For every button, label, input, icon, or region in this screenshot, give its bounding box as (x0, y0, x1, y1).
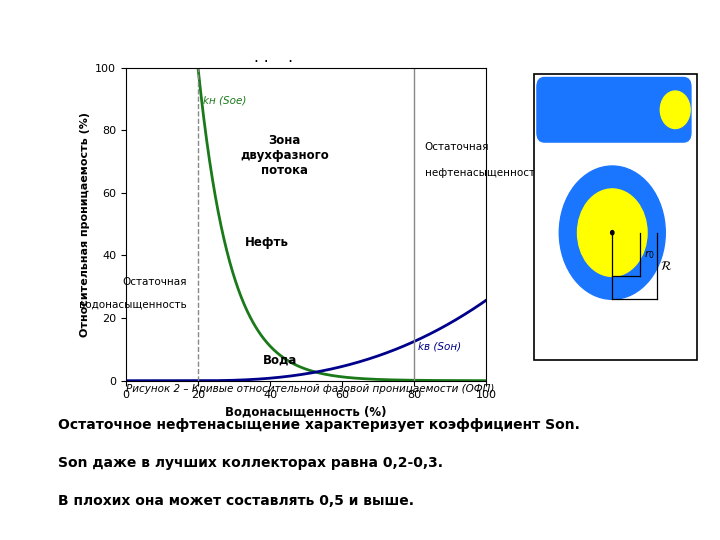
Text: Нефть: Нефть (245, 237, 289, 249)
Text: Остаточная: Остаточная (425, 142, 490, 152)
Circle shape (559, 166, 665, 299)
FancyBboxPatch shape (537, 77, 691, 142)
Text: Остаточное нефтенасыщение характеризует коэффициент Son.: Остаточное нефтенасыщение характеризует … (58, 418, 580, 433)
Text: водонасыщенность: водонасыщенность (79, 299, 187, 309)
Text: kн (Sое): kн (Sое) (203, 96, 247, 106)
Text: Вода: Вода (263, 354, 297, 367)
Text: $\mathcal{R}$: $\mathcal{R}$ (660, 260, 672, 273)
Text: Son даже в лучших коллекторах равна 0,2-0,3.: Son даже в лучших коллекторах равна 0,2-… (58, 456, 443, 470)
Text: Рисунок 2 – Кривые относительной фазовой проницаемости (ОФП): Рисунок 2 – Кривые относительной фазовой… (126, 383, 495, 394)
Circle shape (611, 231, 614, 235)
Text: . .    .: . . . (254, 50, 293, 65)
Text: kв (Sон): kв (Sон) (418, 341, 461, 351)
Text: $r_0$: $r_0$ (644, 248, 654, 261)
Circle shape (577, 189, 647, 276)
Text: Зона
двухфазного
потока: Зона двухфазного потока (240, 134, 329, 177)
Y-axis label: Относительная проницаемость (%): Относительная проницаемость (%) (80, 112, 90, 336)
X-axis label: Водонасыщенность (%): Водонасыщенность (%) (225, 406, 387, 419)
Text: нефтенасыщенность: нефтенасыщенность (425, 168, 541, 178)
Text: В плохих она может составлять 0,5 и выше.: В плохих она может составлять 0,5 и выше… (58, 494, 413, 508)
Circle shape (660, 91, 690, 129)
Text: Остаточная: Остаточная (122, 276, 187, 287)
